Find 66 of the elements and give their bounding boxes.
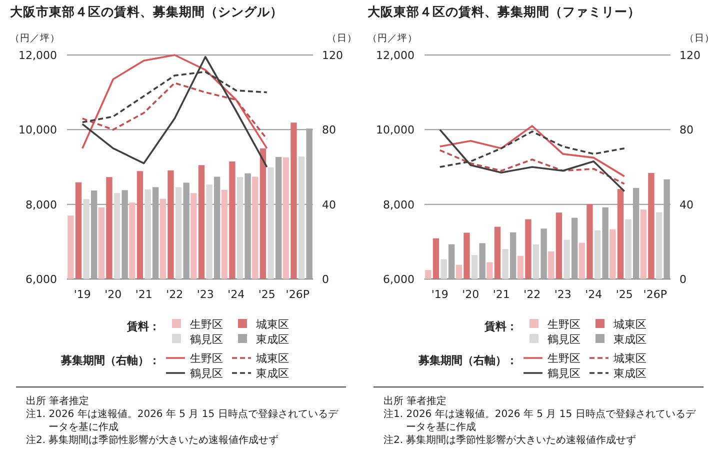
y2tick: 80 [680,124,694,137]
xtick: '20 [104,288,122,301]
legend-label: 生野区 [548,352,580,365]
title: 大阪市東部４区の賃料、募集期間（シングル） [10,4,283,19]
legend-label: 城東区 [614,352,646,365]
legend-label: 生野区 [190,352,223,365]
y2tick: 120 [680,49,700,62]
note: 出所 筆者推定 [26,396,90,407]
legend-title: 募集期間（右軸）： [418,354,518,367]
note: 注1. 2026 年は速報値。2026 年 5 月 15 日時点で登録されているデ [26,409,338,420]
legend-label: 城東区 [256,352,289,365]
xtick: '22 [166,288,184,301]
note: 注2. 募集期間は季節性影響が大きいため速報値作成せず [384,435,636,446]
ytick: 10,000 [376,124,414,137]
y2tick: 80 [322,124,336,137]
legend-label: 城東区 [256,318,289,331]
legend-label: 東成区 [614,333,646,346]
note: 出所 筆者推定 [384,396,447,407]
legend-label: 東成区 [614,367,646,380]
ytick: 10,000 [18,124,57,137]
xtick: '23 [554,288,572,301]
xtick: '21 [135,288,152,301]
xtick: '20 [462,288,480,301]
xtick: '22 [524,288,541,301]
legend-title: 募集期間（右軸）： [61,354,160,367]
ytick: 12,000 [18,49,57,62]
xtick: '21 [492,288,510,301]
y2tick: 40 [680,198,694,212]
xtick: '25 [616,288,633,301]
ytick: 6,000 [383,273,414,286]
ytick: 6,000 [26,273,57,286]
y2tick: 120 [322,49,343,62]
note: ータを基に作成 [48,422,119,433]
legend-label: 生野区 [190,318,223,331]
xtick: '26P [643,288,667,301]
xtick: '19 [74,288,91,301]
note: ータを基に作成 [406,422,476,433]
y2tick: 0 [680,273,686,286]
legend-label: 鶴見区 [190,333,223,346]
ylabel: （円／坪） [10,33,60,44]
xtick: '25 [258,288,276,301]
y2tick: 40 [322,198,336,212]
ylabel: （円／坪） [368,33,418,44]
y2label: （日） [327,33,357,44]
xtick: '26P [286,288,310,301]
legend-label: 城東区 [614,318,646,331]
ytick: 12,000 [376,49,414,62]
legend-title: 賃料： [127,320,160,333]
xtick: '23 [196,288,214,301]
y2label: （日） [684,33,714,44]
ytick: 8,000 [26,198,57,212]
ytick: 8,000 [383,198,414,212]
note: 注1. 2026 年は速報値。2026 年 5 月 15 日時点で登録されているデ [384,409,696,420]
xtick: '19 [431,288,448,301]
legend-label: 鶴見区 [548,333,580,346]
legend-label: 生野区 [548,318,580,331]
note: 注2. 募集期間は季節性影響が大きいため速報値作成せず [26,435,279,446]
title: 大阪東部４区の賃料、募集期間（ファミリー） [368,4,640,19]
legend-label: 東成区 [256,367,289,380]
xtick: '24 [228,288,245,301]
legend-title: 賃料： [484,320,518,333]
y2tick: 0 [322,273,329,286]
legend-label: 鶴見区 [190,367,223,380]
legend-label: 東成区 [256,333,289,346]
xtick: '24 [585,288,602,301]
legend-label: 鶴見区 [548,367,580,380]
